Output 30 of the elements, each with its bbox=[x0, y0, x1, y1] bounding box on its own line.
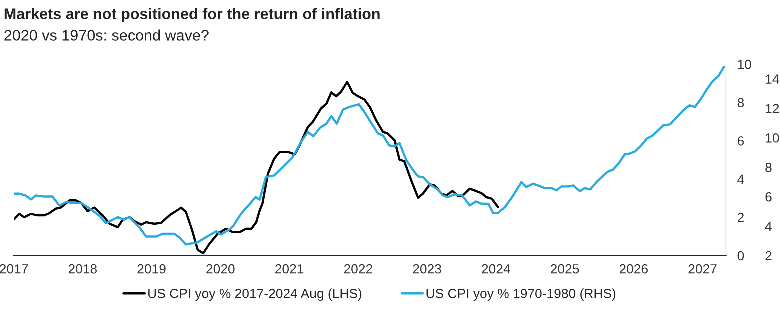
x-tick-label: 2021 bbox=[276, 264, 304, 274]
chart-subtitle: 2020 vs 1970s: second wave? bbox=[4, 30, 209, 41]
x-tick-label: 2020 bbox=[206, 264, 235, 274]
legend-label: US CPI yoy % 2017-2024 Aug (LHS) bbox=[148, 288, 362, 301]
x-tick-label: 2023 bbox=[413, 264, 442, 274]
x-tick-label: 2019 bbox=[138, 264, 166, 274]
y-tick-label: 8 bbox=[738, 98, 744, 108]
legend-label: US CPI yoy % 1970-1980 (RHS) bbox=[426, 288, 616, 301]
y-tick-label: 0 bbox=[738, 251, 744, 261]
y-tick-label: 6 bbox=[738, 136, 744, 146]
x-tick-label: 2022 bbox=[344, 264, 372, 274]
y2-tick-label: 4 bbox=[765, 222, 772, 232]
x-tick-label: 2026 bbox=[620, 264, 648, 274]
x-tick-label: 2027 bbox=[688, 264, 717, 274]
chart-title: Markets are not positioned for the return of inflation bbox=[4, 8, 380, 22]
x-tick-label: 2017 bbox=[0, 264, 28, 274]
y-tick-label: 4 bbox=[738, 174, 744, 184]
y2-tick-label: 8 bbox=[766, 162, 772, 172]
y-tick-label: 2 bbox=[738, 213, 744, 222]
y2-tick-label: 10 bbox=[766, 134, 780, 143]
y2-tick-label: 2 bbox=[766, 251, 772, 261]
x-tick-label: 2025 bbox=[551, 264, 580, 274]
line-series bbox=[14, 66, 726, 246]
y-tick-label: 10 bbox=[738, 60, 752, 70]
y2-tick-label: 12 bbox=[766, 104, 780, 114]
x-tick-label: 2018 bbox=[68, 264, 98, 274]
line-series bbox=[14, 81, 500, 255]
x-tick-label: 2024 bbox=[482, 264, 510, 274]
y2-tick-label: 6 bbox=[766, 192, 772, 202]
y2-tick-label: 14 bbox=[766, 74, 780, 84]
